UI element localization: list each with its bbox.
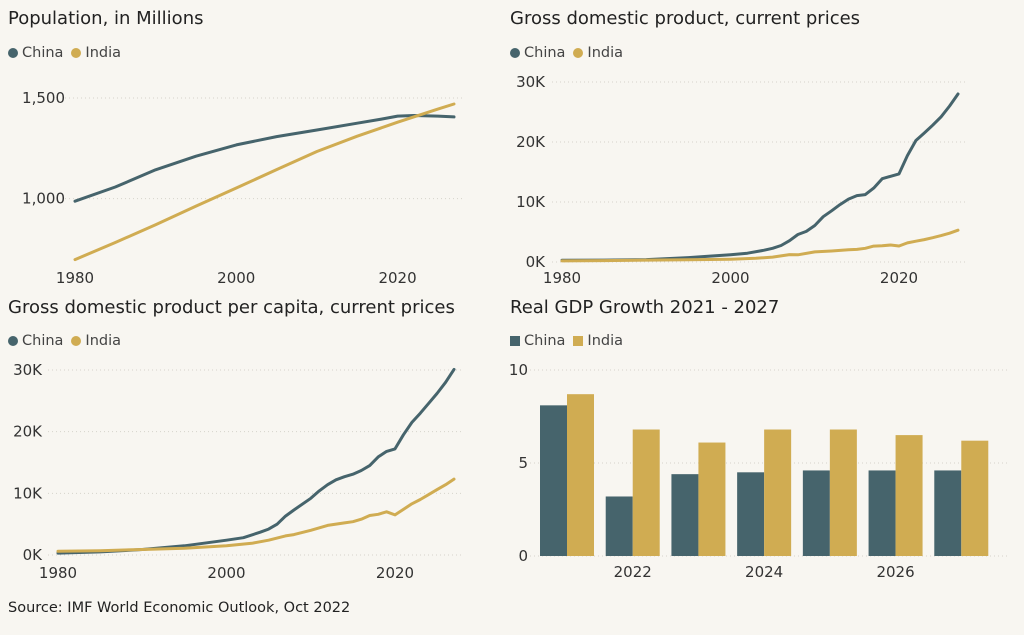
- legend-label: China: [22, 333, 64, 349]
- legend-marker-icon: [573, 48, 584, 58]
- legend-marker-icon: [573, 336, 584, 346]
- chart-legend[interactable]: China India: [8, 333, 129, 349]
- bar-india: [764, 429, 792, 556]
- x-tick-label: 1980: [543, 269, 581, 287]
- bar-india: [698, 442, 726, 556]
- bar-china: [868, 470, 896, 556]
- chart-title: Population, in Millions: [8, 8, 204, 29]
- x-tick-label: 2026: [876, 563, 914, 581]
- y-tick-label: 10: [509, 361, 528, 379]
- y-tick-label: 0K: [526, 253, 547, 271]
- y-tick-label: 1,000: [22, 190, 65, 208]
- x-tick-label: 2022: [614, 563, 652, 581]
- bar-china: [540, 405, 567, 556]
- chart-legend[interactable]: China India: [510, 45, 631, 61]
- bar-china: [671, 474, 699, 556]
- legend-label: China: [22, 45, 64, 61]
- y-tick-label: 20K: [516, 133, 546, 151]
- legend-item-china[interactable]: China: [510, 45, 565, 61]
- legend-item-india[interactable]: India: [573, 45, 623, 61]
- legend-marker-icon: [510, 48, 520, 58]
- chart-legend[interactable]: China India: [8, 45, 129, 61]
- x-tick-label: 2000: [711, 269, 749, 287]
- legend-label: China: [524, 333, 566, 349]
- legend-marker-icon: [8, 336, 18, 346]
- series-line-india: [56, 477, 456, 553]
- bar-india: [632, 429, 660, 556]
- legend-item-china[interactable]: China: [8, 45, 63, 61]
- chart-legend[interactable]: China India: [510, 333, 631, 349]
- series-line-china: [560, 92, 960, 262]
- chart-title: Gross domestic product per capita, curre…: [8, 297, 455, 318]
- bar-india: [895, 435, 923, 556]
- legend-marker-icon: [71, 336, 82, 346]
- legend-marker-icon: [71, 48, 82, 58]
- series-line-india: [560, 228, 960, 263]
- bar-india: [567, 394, 594, 556]
- bar-india: [961, 440, 989, 556]
- legend-label: China: [524, 45, 566, 61]
- series-line-india: [73, 102, 456, 262]
- legend-item-china[interactable]: China: [510, 333, 565, 349]
- y-tick-label: 20K: [13, 423, 43, 441]
- legend-label: India: [587, 333, 624, 349]
- y-tick-label: 10K: [13, 484, 43, 502]
- series-line-china: [56, 367, 456, 555]
- bar-india: [829, 429, 857, 556]
- x-tick-label: 2000: [217, 269, 255, 287]
- chart-title: Real GDP Growth 2021 - 2027: [510, 297, 780, 318]
- x-tick-label: 2024: [745, 563, 783, 581]
- source-note: Source: IMF World Economic Outlook, Oct …: [8, 600, 351, 616]
- y-tick-label: 0K: [23, 546, 44, 564]
- legend-label: India: [85, 45, 122, 61]
- legend-item-india[interactable]: India: [573, 333, 623, 349]
- bar-china: [737, 472, 765, 556]
- y-tick-label: 0: [518, 547, 528, 565]
- legend-item-india[interactable]: India: [71, 333, 121, 349]
- y-tick-label: 1,500: [22, 89, 65, 107]
- bar-china: [605, 496, 633, 556]
- legend-item-india[interactable]: India: [71, 45, 121, 61]
- bar-china: [934, 470, 962, 556]
- legend-marker-icon: [510, 336, 520, 346]
- legend-label: India: [85, 333, 122, 349]
- legend-label: India: [587, 45, 624, 61]
- x-tick-label: 2000: [207, 564, 245, 582]
- y-tick-label: 30K: [13, 361, 43, 379]
- y-tick-label: 5: [518, 454, 528, 472]
- chart-title: Gross domestic product, current prices: [510, 8, 861, 29]
- x-tick-label: 1980: [56, 269, 94, 287]
- x-tick-label: 2020: [378, 269, 416, 287]
- y-tick-label: 10K: [516, 193, 546, 211]
- legend-marker-icon: [8, 48, 18, 58]
- x-tick-label: 2020: [880, 269, 918, 287]
- y-tick-label: 30K: [516, 73, 546, 91]
- x-tick-label: 1980: [39, 564, 77, 582]
- bar-china: [802, 470, 830, 556]
- legend-item-china[interactable]: China: [8, 333, 63, 349]
- x-tick-label: 2020: [376, 564, 414, 582]
